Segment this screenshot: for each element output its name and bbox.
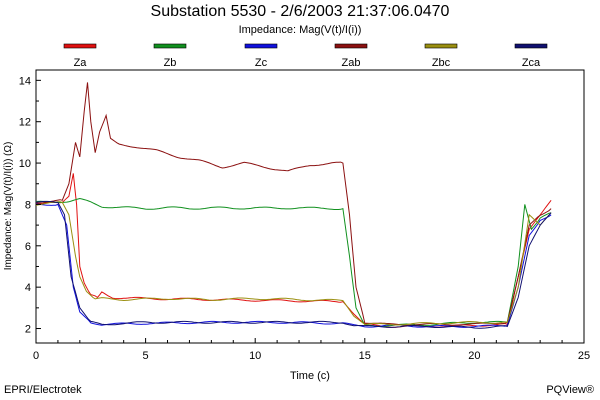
footer-left: EPRI/Electrotek (4, 384, 82, 396)
y-tick-label: 14 (19, 75, 31, 87)
plot-area (35, 69, 585, 344)
legend-label-zbc: Zbc (432, 57, 451, 69)
series-line-zbc (35, 201, 552, 326)
legend-swatch-zb (153, 43, 187, 49)
y-axis-label: Impedance: Mag(V(t)/I(i)) (Ω) (3, 142, 14, 271)
legend-label-zca: Zca (522, 57, 541, 69)
series-layer (35, 82, 552, 329)
x-tick-label: 25 (578, 350, 590, 362)
series-line-zab (36, 82, 552, 326)
legend-swatch-zab (334, 43, 368, 49)
legend-label-zc: Zc (255, 57, 268, 69)
chart-subtitle: Impedance: Mag(V(t)/I(i)) (238, 24, 362, 36)
y-tick-label: 8 (25, 199, 31, 211)
legend-swatch-zc (244, 43, 278, 49)
x-tick-label: 15 (359, 350, 371, 362)
legend: Za Zb Zc Zab Zbc Zca (63, 43, 548, 69)
series-line-zca (35, 200, 552, 329)
legend-label-zb: Zb (164, 57, 177, 69)
legend-swatch-zbc (424, 43, 458, 49)
y-tick-label: 12 (19, 117, 31, 129)
series-line-zc (35, 203, 552, 328)
y-tick-label: 10 (19, 158, 31, 170)
x-axis-label: Time (c) (290, 370, 330, 382)
legend-swatch-zca (514, 43, 548, 49)
x-tick-label: 0 (33, 350, 39, 362)
y-tick-label: 4 (25, 282, 31, 294)
legend-label-zab: Zab (342, 57, 361, 69)
series-line-zb (35, 197, 552, 327)
axes-layer: 0 5 10 15 20 25 2 4 6 8 10 12 14 (19, 75, 590, 362)
x-tick-label: 5 (143, 350, 149, 362)
y-tick-label: 2 (25, 324, 31, 336)
chart-title: Substation 5530 - 2/6/2003 21:37:06.0470 (150, 3, 450, 20)
legend-label-za: Za (74, 57, 88, 69)
x-tick-label: 20 (468, 350, 480, 362)
legend-swatch-za (63, 43, 97, 49)
footer-right: PQView® (546, 384, 594, 396)
x-tick-label: 10 (249, 350, 261, 362)
y-tick-label: 6 (25, 241, 31, 253)
